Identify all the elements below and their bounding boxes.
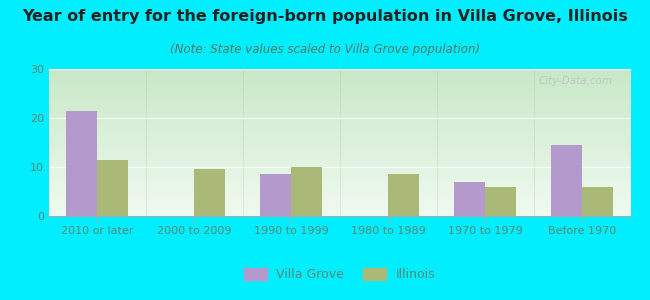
Bar [551,145,582,216]
Bar [454,182,485,216]
Legend: Villa Grove, Illinois: Villa Grove, Illinois [239,263,440,286]
Bar [260,174,291,216]
Text: Year of entry for the foreign-born population in Villa Grove, Illinois: Year of entry for the foreign-born popul… [22,9,628,24]
Text: City-Data.com: City-Data.com [539,76,613,86]
Bar [485,187,516,216]
Bar [66,111,98,216]
Text: (Note: State values scaled to Villa Grove population): (Note: State values scaled to Villa Grov… [170,44,480,56]
Bar [98,160,128,216]
Bar [291,167,322,216]
Bar [582,187,613,216]
Bar [388,174,419,216]
Bar [194,169,225,216]
